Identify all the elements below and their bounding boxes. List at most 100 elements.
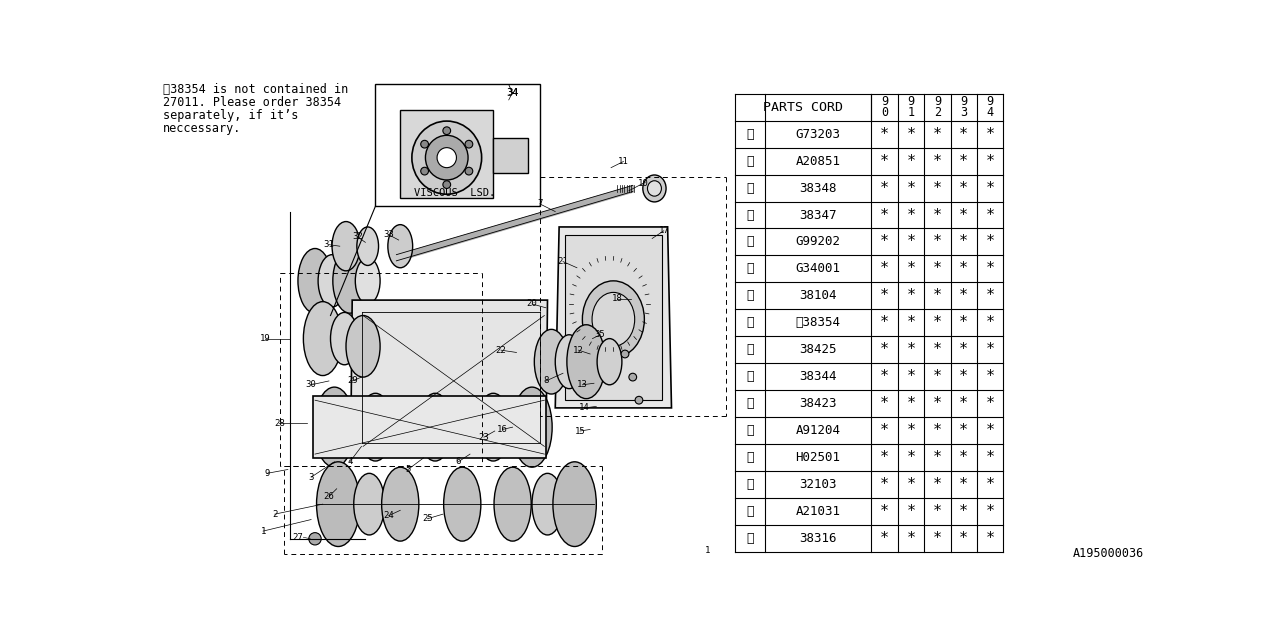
Text: *: *: [933, 342, 942, 357]
Text: *: *: [906, 316, 915, 330]
Text: *: *: [906, 234, 915, 250]
Text: *: *: [986, 261, 995, 276]
Text: *: *: [906, 207, 915, 223]
Text: *: *: [906, 154, 915, 168]
Text: 2: 2: [273, 509, 278, 518]
Text: 25: 25: [422, 515, 433, 524]
Circle shape: [635, 396, 643, 404]
Text: *: *: [906, 369, 915, 384]
Circle shape: [621, 350, 628, 358]
Text: *: *: [906, 477, 915, 492]
Text: ⑬: ⑬: [746, 451, 754, 464]
Text: A91204: A91204: [795, 424, 841, 437]
Text: *: *: [906, 127, 915, 141]
Text: *: *: [959, 531, 968, 546]
Text: 20: 20: [526, 300, 538, 308]
Text: 34: 34: [507, 88, 518, 99]
Text: *: *: [933, 477, 942, 492]
Text: 35: 35: [595, 330, 605, 339]
Text: G34001: G34001: [795, 262, 841, 275]
Text: *: *: [959, 289, 968, 303]
Text: *: *: [906, 261, 915, 276]
Text: ①: ①: [746, 127, 754, 141]
Ellipse shape: [319, 255, 346, 307]
Bar: [493, 138, 529, 173]
Ellipse shape: [512, 387, 552, 467]
Circle shape: [443, 127, 451, 134]
Text: A21031: A21031: [795, 505, 841, 518]
Text: *: *: [986, 289, 995, 303]
Text: *: *: [986, 423, 995, 438]
Ellipse shape: [342, 399, 370, 455]
Ellipse shape: [419, 393, 452, 461]
Ellipse shape: [572, 260, 646, 348]
Text: ③: ③: [746, 182, 754, 195]
Text: *: *: [959, 342, 968, 357]
Text: *: *: [881, 369, 890, 384]
Text: *: *: [881, 316, 890, 330]
Text: ⑨: ⑨: [746, 343, 754, 356]
Ellipse shape: [412, 121, 481, 194]
Text: 27: 27: [293, 532, 303, 541]
Text: H02501: H02501: [795, 451, 841, 464]
Ellipse shape: [357, 227, 379, 266]
Text: 9
3: 9 3: [960, 95, 968, 120]
Ellipse shape: [553, 462, 596, 547]
Polygon shape: [351, 300, 548, 454]
Ellipse shape: [567, 324, 605, 399]
Ellipse shape: [381, 467, 419, 541]
Text: *: *: [881, 396, 890, 411]
Text: 32103: 32103: [799, 478, 837, 491]
Text: *: *: [933, 180, 942, 196]
Text: *: *: [933, 423, 942, 438]
Text: *: *: [933, 154, 942, 168]
Text: *: *: [986, 180, 995, 196]
Text: *: *: [959, 154, 968, 168]
Ellipse shape: [444, 467, 481, 541]
Circle shape: [308, 532, 321, 545]
Text: *: *: [986, 531, 995, 546]
Text: G99202: G99202: [795, 236, 841, 248]
Ellipse shape: [596, 339, 622, 385]
Text: 3: 3: [308, 473, 314, 482]
Text: *: *: [881, 531, 890, 546]
Text: *: *: [959, 180, 968, 196]
Text: *: *: [986, 369, 995, 384]
Text: A195000036: A195000036: [1073, 547, 1144, 561]
Text: 9: 9: [264, 469, 270, 478]
Circle shape: [465, 140, 472, 148]
Text: *: *: [986, 154, 995, 168]
Text: PARTS CORD: PARTS CORD: [763, 100, 844, 114]
Text: 5: 5: [406, 465, 411, 474]
Text: *: *: [933, 504, 942, 519]
Text: *: *: [906, 504, 915, 519]
Text: 31: 31: [324, 240, 334, 249]
Ellipse shape: [314, 387, 355, 467]
Text: 27011. Please order 38354: 27011. Please order 38354: [163, 96, 342, 109]
Text: *: *: [906, 531, 915, 546]
Text: ⑮: ⑮: [746, 505, 754, 518]
Text: 22: 22: [495, 346, 507, 355]
Text: *: *: [933, 531, 942, 546]
Text: *: *: [986, 396, 995, 411]
Text: *: *: [959, 316, 968, 330]
Text: ⑦: ⑦: [746, 289, 754, 302]
Text: 38425: 38425: [799, 343, 837, 356]
Text: 13: 13: [577, 380, 588, 389]
Ellipse shape: [499, 399, 526, 455]
Ellipse shape: [643, 175, 666, 202]
Text: 10: 10: [639, 179, 649, 188]
Text: ‸38354 is not contained in: ‸38354 is not contained in: [163, 83, 348, 96]
Text: *: *: [959, 423, 968, 438]
Text: *: *: [881, 450, 890, 465]
Polygon shape: [556, 227, 672, 408]
Text: *: *: [906, 450, 915, 465]
Text: ⑤: ⑤: [746, 236, 754, 248]
Text: *: *: [959, 234, 968, 250]
Text: 7: 7: [538, 199, 543, 209]
Text: *: *: [881, 342, 890, 357]
Text: ⑧: ⑧: [746, 316, 754, 330]
Text: *: *: [881, 154, 890, 168]
Text: ⑭: ⑭: [746, 478, 754, 491]
Ellipse shape: [330, 312, 358, 365]
